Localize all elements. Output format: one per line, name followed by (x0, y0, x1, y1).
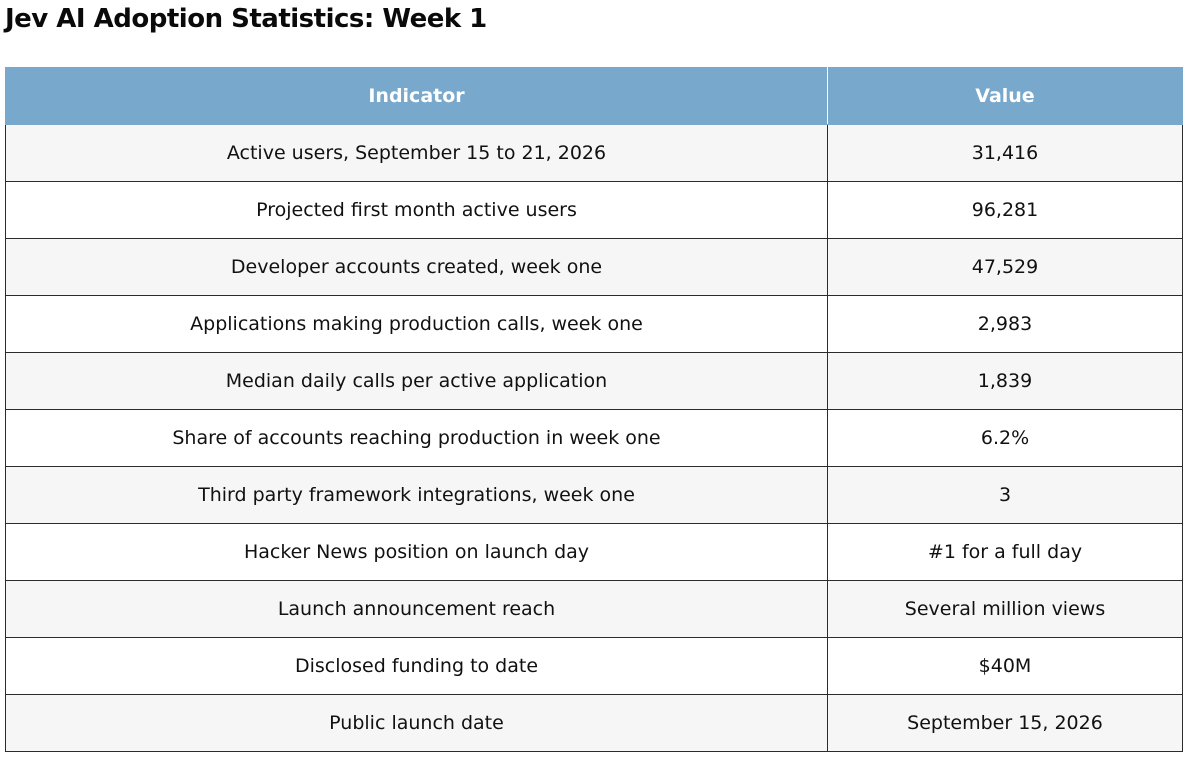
page-title: Jev AI Adoption Statistics: Week 1 (5, 4, 487, 34)
value-cell: $40M (827, 637, 1183, 695)
value-cell: 1,839 (827, 352, 1183, 410)
indicator-cell: Developer accounts created, week one (5, 238, 828, 296)
adoption-stats-table: Indicator Value Active users, September … (5, 67, 1183, 752)
indicator-cell: Active users, September 15 to 21, 2026 (5, 124, 828, 182)
value-cell: 6.2% (827, 409, 1183, 467)
table-row: Hacker News position on launch day #1 fo… (5, 523, 1183, 581)
column-header-indicator: Indicator (5, 67, 828, 125)
value-cell: 3 (827, 466, 1183, 524)
table-row: Launch announcement reach Several millio… (5, 580, 1183, 638)
table-header-row: Indicator Value (5, 67, 1183, 125)
indicator-cell: Launch announcement reach (5, 580, 828, 638)
indicator-cell: Median daily calls per active applicatio… (5, 352, 828, 410)
table-row: Developer accounts created, week one 47,… (5, 238, 1183, 296)
indicator-cell: Disclosed funding to date (5, 637, 828, 695)
table-row: Median daily calls per active applicatio… (5, 352, 1183, 410)
indicator-cell: Share of accounts reaching production in… (5, 409, 828, 467)
indicator-cell: Third party framework integrations, week… (5, 466, 828, 524)
table-row: Active users, September 15 to 21, 2026 3… (5, 124, 1183, 182)
column-header-value: Value (827, 67, 1183, 125)
table-row: Disclosed funding to date $40M (5, 637, 1183, 695)
table-row: Projected first month active users 96,28… (5, 181, 1183, 239)
indicator-cell: Applications making production calls, we… (5, 295, 828, 353)
value-cell: Several million views (827, 580, 1183, 638)
value-cell: 47,529 (827, 238, 1183, 296)
table-row: Applications making production calls, we… (5, 295, 1183, 353)
value-cell: #1 for a full day (827, 523, 1183, 581)
value-cell: September 15, 2026 (827, 694, 1183, 752)
value-cell: 96,281 (827, 181, 1183, 239)
indicator-cell: Hacker News position on launch day (5, 523, 828, 581)
indicator-cell: Projected first month active users (5, 181, 828, 239)
table-row: Share of accounts reaching production in… (5, 409, 1183, 467)
table-row: Third party framework integrations, week… (5, 466, 1183, 524)
indicator-cell: Public launch date (5, 694, 828, 752)
value-cell: 31,416 (827, 124, 1183, 182)
table-row: Public launch date September 15, 2026 (5, 694, 1183, 752)
value-cell: 2,983 (827, 295, 1183, 353)
